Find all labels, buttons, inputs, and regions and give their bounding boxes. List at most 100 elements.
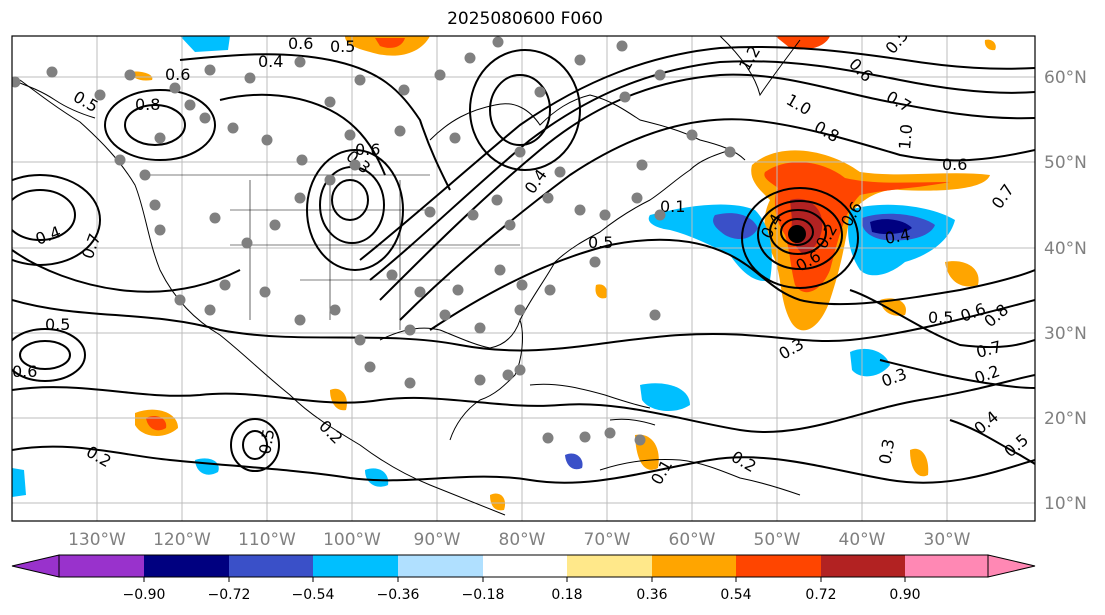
contour-ring-low-3	[757, 200, 844, 270]
warm-anomaly-pacific-core	[146, 416, 167, 431]
warm-anomaly-california	[130, 71, 153, 81]
station-marker-icon	[434, 69, 446, 81]
station-marker-icon	[604, 427, 616, 439]
cold-anomaly-gulf	[565, 453, 583, 470]
coastline-east-us	[519, 149, 731, 321]
contour-ring-plains-1	[331, 179, 370, 221]
station-marker-icon	[474, 374, 486, 386]
station-marker-icon	[504, 219, 516, 231]
contour-label: 0.5	[330, 37, 355, 56]
coastline-alaska	[12, 79, 96, 119]
station-marker-icon	[494, 264, 506, 276]
longitude-axis: 130°W 120°W 110°W 100°W 90°W 80°W 70°W 6…	[68, 530, 971, 550]
contour-atl-1	[849, 289, 1035, 349]
station-marker-icon	[464, 52, 476, 64]
station-marker-icon	[579, 431, 591, 443]
colorbar-segment	[736, 555, 821, 577]
station-marker-icon	[542, 192, 554, 204]
coastline-west-america	[19, 79, 506, 516]
warm-anomaly-east-1	[945, 261, 979, 287]
contour-ring-pacific-1	[242, 430, 269, 460]
colorbar-segment	[483, 555, 567, 577]
coastline-canada	[429, 94, 746, 161]
contour-label: 0.3	[875, 437, 898, 465]
contour-atl-2	[879, 359, 1035, 389]
station-marker-icon	[204, 304, 216, 316]
colorbar-tick-label: 0.18	[551, 587, 582, 603]
contour-ring-low-2	[769, 209, 828, 255]
lon-label: 110°W	[238, 530, 296, 550]
colorbar-frame	[58, 554, 989, 578]
contour-label: 0.5	[255, 427, 278, 455]
station-marker-icon	[114, 154, 126, 166]
station-marker-icon	[724, 146, 736, 158]
station-marker-icon	[424, 206, 436, 218]
station-marker-icon	[514, 304, 526, 316]
colorbar-segment	[905, 555, 988, 577]
station-marker-icon	[364, 361, 376, 373]
station-marker-icon	[492, 36, 504, 48]
contour-label: 0.4	[883, 225, 911, 248]
contour-south-1	[12, 299, 1035, 352]
lat-label: 40°N	[1044, 239, 1087, 259]
contour-ring-plains-3	[306, 149, 405, 271]
warm-anomaly-mex	[330, 388, 347, 411]
map-title: 2025080600 F060	[447, 9, 603, 29]
station-marker-icon	[46, 66, 58, 78]
station-marker-icon	[149, 199, 161, 211]
warm-anomaly-east-3	[910, 448, 929, 477]
station-marker-icon	[514, 364, 526, 376]
lon-label: 100°W	[323, 530, 381, 550]
lon-label: 60°W	[669, 530, 716, 550]
contour-ring-northpac-1	[124, 104, 187, 146]
station-marker-icon	[324, 174, 336, 186]
colorbar-ticks	[143, 577, 906, 582]
station-marker-icon	[502, 369, 514, 381]
colorbar-tick-label: −0.36	[377, 587, 420, 603]
colorbar-tick-label: −0.18	[462, 587, 505, 603]
lon-label: 130°W	[68, 530, 126, 550]
station-marker-icon	[227, 122, 239, 134]
colorbar-tick-label: 0.90	[889, 587, 920, 603]
station-marker-icon	[414, 286, 426, 298]
contour-label: 0.1	[660, 197, 685, 216]
station-marker-icon	[452, 284, 464, 296]
station-markers	[12, 36, 736, 446]
low-center-icon	[788, 225, 806, 243]
contour-jet-3	[359, 45, 1035, 261]
contour-label: 0.6	[288, 34, 313, 53]
latitude-axis: 60°N 50°N 40°N 30°N 20°N 10°N	[1044, 68, 1087, 514]
station-marker-icon	[294, 56, 306, 68]
colorbar-tick-label: 0.36	[636, 587, 667, 603]
warm-anomaly-atl	[595, 284, 608, 299]
contour-ring-plains-2	[319, 166, 386, 244]
colorbar-segment	[398, 555, 483, 577]
station-marker-icon	[404, 377, 416, 389]
station-marker-icon	[354, 74, 366, 86]
colorbar-segment	[821, 555, 905, 577]
lon-label: 30°W	[924, 530, 971, 550]
station-marker-icon	[204, 64, 216, 76]
contour-jet-2	[369, 60, 1035, 281]
station-marker-icon	[349, 159, 361, 171]
cold-anomaly-mex	[365, 468, 389, 487]
contour-ring-westpac-2	[12, 328, 87, 382]
station-marker-icon	[219, 279, 231, 291]
station-marker-icon	[354, 334, 366, 346]
contour-north-2	[219, 93, 386, 176]
contour-west-1	[12, 249, 241, 293]
station-marker-icon	[241, 237, 253, 249]
station-marker-icon	[544, 284, 556, 296]
station-marker-icon	[294, 314, 306, 326]
colorbar: −0.90 −0.72 −0.54 −0.36 −0.18 0.18 0.36 …	[11, 554, 1036, 603]
contour-label: 1.0	[895, 123, 916, 150]
contour-ring-canada-2	[469, 49, 582, 171]
cold-anomaly-caribbean	[640, 383, 690, 412]
station-marker-icon	[619, 91, 631, 103]
contour-north-1	[179, 53, 451, 191]
warm-anomaly-hudson	[984, 39, 996, 51]
contour-ring-westcoast-1	[12, 189, 77, 241]
lat-label: 20°N	[1044, 409, 1087, 429]
station-marker-icon	[616, 40, 628, 52]
station-marker-icon	[139, 169, 151, 181]
